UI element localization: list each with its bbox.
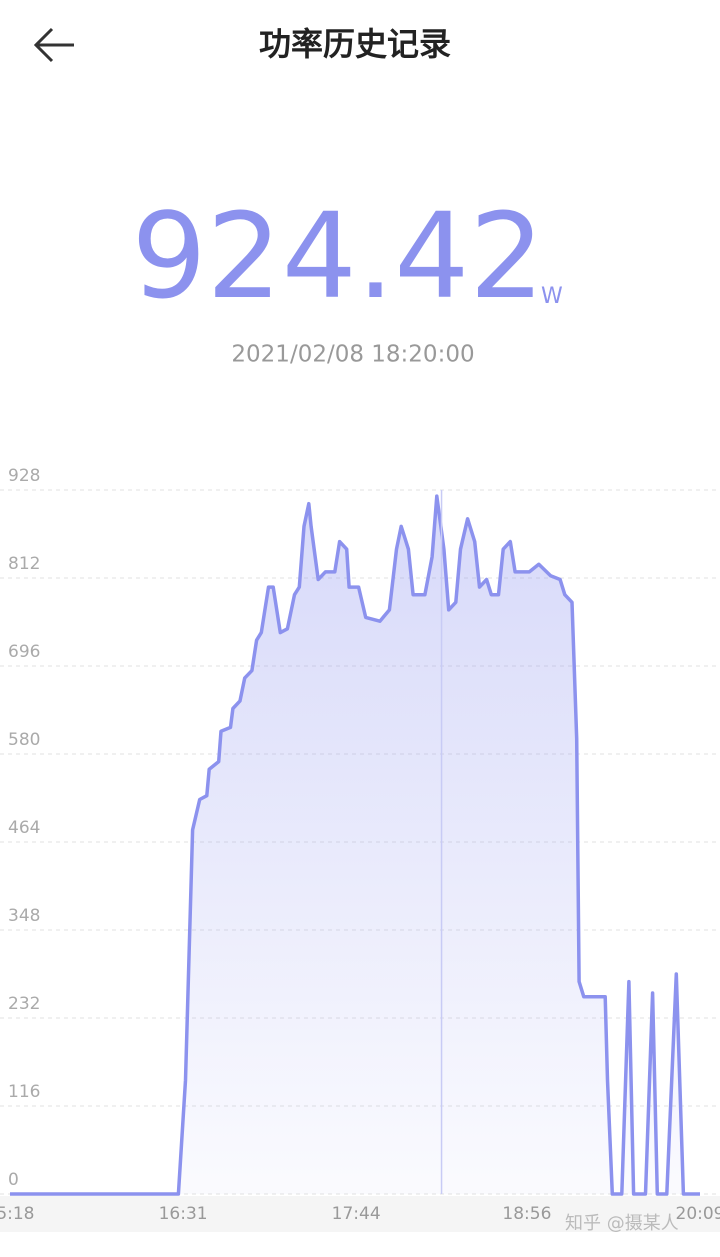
x-tick-label: 15:18 bbox=[0, 1204, 35, 1224]
x-tick-label: 16:31 bbox=[159, 1204, 208, 1224]
y-tick-label: 348 bbox=[8, 906, 40, 926]
y-tick-label: 116 bbox=[8, 1082, 40, 1102]
back-button[interactable] bbox=[33, 27, 74, 63]
y-tick-label: 464 bbox=[8, 818, 40, 838]
page-title: 功率历史记录 bbox=[259, 25, 451, 63]
watermark: 知乎 @摄某人 bbox=[565, 1213, 679, 1234]
y-tick-label: 232 bbox=[8, 994, 40, 1014]
y-tick-label: 812 bbox=[8, 554, 40, 574]
area-fill bbox=[10, 496, 700, 1195]
y-tick-label: 928 bbox=[8, 466, 40, 486]
x-tick-label: 18:56 bbox=[502, 1204, 551, 1224]
y-tick-label: 696 bbox=[8, 642, 40, 662]
x-tick-label: 17:44 bbox=[332, 1204, 381, 1224]
y-tick-label: 580 bbox=[8, 730, 40, 750]
reading-time: 2021/02/08 18:20:00 bbox=[231, 342, 474, 368]
power-value: 924.42 bbox=[132, 187, 545, 325]
y-tick-label: 0 bbox=[8, 1170, 19, 1190]
x-axis-band bbox=[0, 1196, 720, 1232]
power-unit: W bbox=[541, 284, 563, 309]
power-line bbox=[10, 494, 700, 1196]
x-tick-label: 20:09 bbox=[676, 1204, 720, 1224]
